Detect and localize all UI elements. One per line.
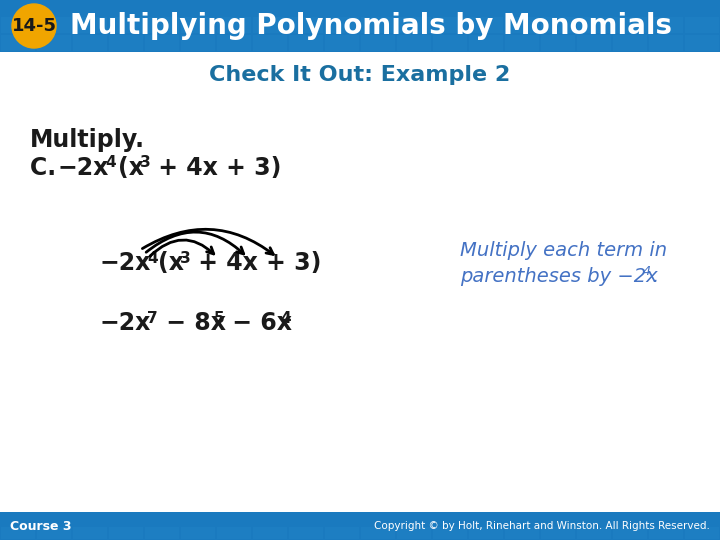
FancyBboxPatch shape xyxy=(253,17,287,33)
Text: Multiply.: Multiply. xyxy=(30,128,145,152)
FancyArrowPatch shape xyxy=(146,232,243,254)
FancyBboxPatch shape xyxy=(541,35,575,51)
Text: −2x: −2x xyxy=(58,156,109,180)
FancyBboxPatch shape xyxy=(685,17,719,33)
FancyBboxPatch shape xyxy=(397,527,431,539)
FancyBboxPatch shape xyxy=(181,527,215,539)
FancyBboxPatch shape xyxy=(253,35,287,51)
Text: −2x: −2x xyxy=(100,251,151,275)
FancyBboxPatch shape xyxy=(541,527,575,539)
FancyBboxPatch shape xyxy=(145,527,179,539)
Text: 4: 4 xyxy=(105,156,116,170)
FancyBboxPatch shape xyxy=(181,17,215,33)
FancyBboxPatch shape xyxy=(613,527,647,539)
FancyArrowPatch shape xyxy=(150,240,214,256)
FancyBboxPatch shape xyxy=(433,35,467,51)
FancyBboxPatch shape xyxy=(469,35,503,51)
FancyBboxPatch shape xyxy=(73,17,107,33)
FancyBboxPatch shape xyxy=(613,17,647,33)
FancyBboxPatch shape xyxy=(37,35,71,51)
FancyBboxPatch shape xyxy=(613,35,647,51)
FancyBboxPatch shape xyxy=(1,17,35,33)
FancyBboxPatch shape xyxy=(361,17,395,33)
Text: − 6x: − 6x xyxy=(224,311,292,335)
FancyBboxPatch shape xyxy=(577,35,611,51)
Text: Course 3: Course 3 xyxy=(10,519,71,532)
FancyBboxPatch shape xyxy=(289,17,323,33)
FancyBboxPatch shape xyxy=(649,527,683,539)
FancyBboxPatch shape xyxy=(0,512,720,540)
Text: 4: 4 xyxy=(280,311,291,326)
FancyBboxPatch shape xyxy=(289,527,323,539)
FancyBboxPatch shape xyxy=(505,35,539,51)
Text: parentheses by −2x: parentheses by −2x xyxy=(460,267,657,287)
FancyBboxPatch shape xyxy=(73,35,107,51)
FancyBboxPatch shape xyxy=(577,527,611,539)
Text: .: . xyxy=(653,267,660,287)
Text: 4: 4 xyxy=(643,265,651,278)
FancyBboxPatch shape xyxy=(469,527,503,539)
Circle shape xyxy=(12,4,56,48)
FancyBboxPatch shape xyxy=(433,17,467,33)
FancyBboxPatch shape xyxy=(217,17,251,33)
FancyArrowPatch shape xyxy=(143,230,274,254)
FancyBboxPatch shape xyxy=(181,35,215,51)
Text: + 4x + 3): + 4x + 3) xyxy=(190,251,321,275)
FancyBboxPatch shape xyxy=(109,35,143,51)
FancyBboxPatch shape xyxy=(145,35,179,51)
FancyBboxPatch shape xyxy=(325,527,359,539)
FancyBboxPatch shape xyxy=(145,17,179,33)
FancyBboxPatch shape xyxy=(325,35,359,51)
FancyBboxPatch shape xyxy=(37,527,71,539)
FancyBboxPatch shape xyxy=(1,527,35,539)
Text: C.: C. xyxy=(30,156,64,180)
Text: 3: 3 xyxy=(180,251,191,266)
Text: Multiply each term in: Multiply each term in xyxy=(460,240,667,260)
Text: 5: 5 xyxy=(214,311,225,326)
FancyBboxPatch shape xyxy=(325,17,359,33)
FancyBboxPatch shape xyxy=(37,17,71,33)
FancyBboxPatch shape xyxy=(217,527,251,539)
FancyBboxPatch shape xyxy=(289,35,323,51)
FancyBboxPatch shape xyxy=(397,17,431,33)
FancyBboxPatch shape xyxy=(397,35,431,51)
FancyBboxPatch shape xyxy=(0,0,720,52)
Text: 4: 4 xyxy=(147,251,158,266)
Text: Copyright © by Holt, Rinehart and Winston. All Rights Reserved.: Copyright © by Holt, Rinehart and Winsto… xyxy=(374,521,710,531)
Text: Check It Out: Example 2: Check It Out: Example 2 xyxy=(210,65,510,85)
FancyBboxPatch shape xyxy=(685,527,719,539)
FancyBboxPatch shape xyxy=(649,35,683,51)
FancyBboxPatch shape xyxy=(73,527,107,539)
FancyBboxPatch shape xyxy=(469,17,503,33)
FancyBboxPatch shape xyxy=(109,17,143,33)
FancyBboxPatch shape xyxy=(505,527,539,539)
FancyBboxPatch shape xyxy=(361,35,395,51)
Text: + 4x + 3): + 4x + 3) xyxy=(150,156,282,180)
FancyBboxPatch shape xyxy=(1,35,35,51)
FancyBboxPatch shape xyxy=(433,527,467,539)
Text: Multiplying Polynomials by Monomials: Multiplying Polynomials by Monomials xyxy=(70,12,672,40)
Text: 7: 7 xyxy=(147,311,158,326)
FancyBboxPatch shape xyxy=(253,527,287,539)
FancyBboxPatch shape xyxy=(217,35,251,51)
FancyBboxPatch shape xyxy=(685,35,719,51)
FancyBboxPatch shape xyxy=(541,17,575,33)
FancyBboxPatch shape xyxy=(109,527,143,539)
Text: 3: 3 xyxy=(140,156,150,170)
Text: (x: (x xyxy=(158,251,184,275)
Text: − 8x: − 8x xyxy=(158,311,226,335)
FancyBboxPatch shape xyxy=(361,527,395,539)
FancyBboxPatch shape xyxy=(649,17,683,33)
FancyBboxPatch shape xyxy=(577,17,611,33)
Text: (x: (x xyxy=(118,156,144,180)
Text: −2x: −2x xyxy=(100,311,151,335)
Text: 14-5: 14-5 xyxy=(12,17,56,35)
FancyBboxPatch shape xyxy=(505,17,539,33)
